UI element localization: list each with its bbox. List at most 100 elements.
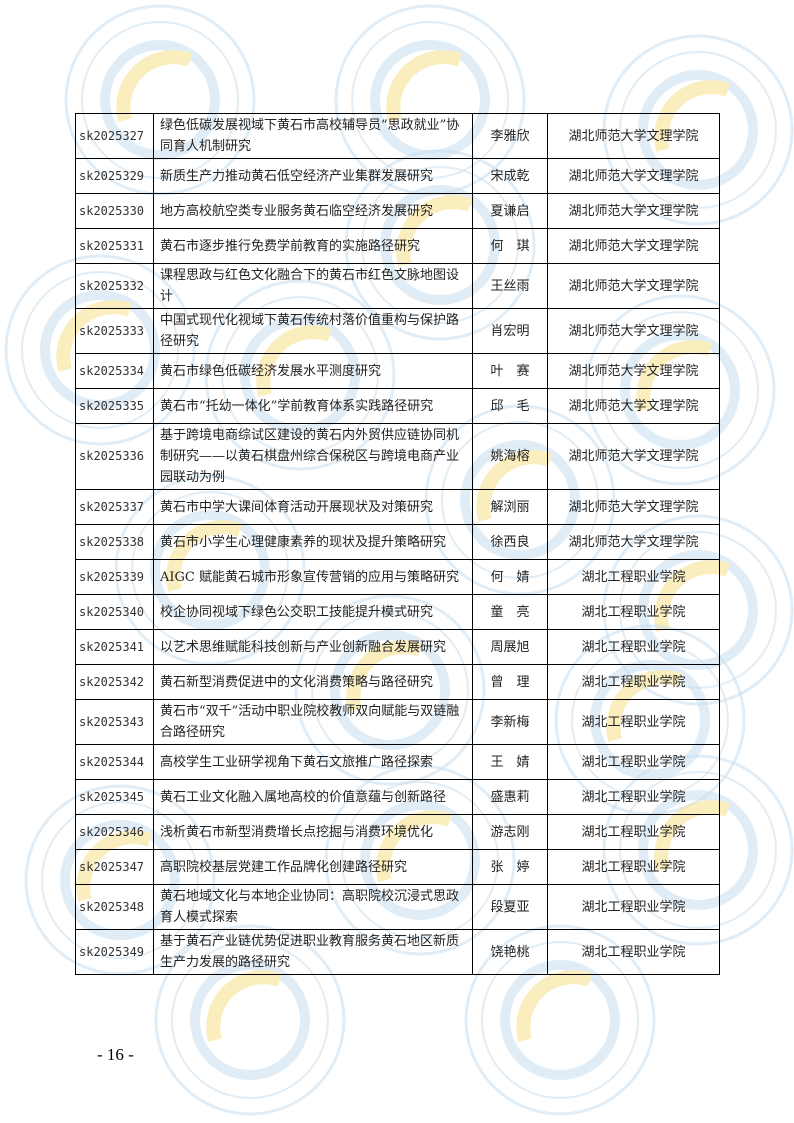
table-row: sk2025335 黄石市“托幼一体化”学前教育体系实践路径研究邱 毛湖北师范大学… [75,388,720,424]
table-row: sk2025344 高校学生工业研学视角下黄石文旅推广路径探索王 婧湖北工程职业学… [75,744,720,780]
project-title: 课程思政与红色文化融合下的黄石市红色文脉地图设计 [153,263,473,309]
institution: 湖北工程职业学院 [547,594,720,630]
project-title: 黄石市中学大课间体育活动开展现状及对策研究 [153,489,473,525]
institution: 湖北师范大学文理学院 [547,158,720,194]
table-row: sk2025329 新质生产力推动黄石低空经济产业集群发展研究 宋成乾 湖北师范大学文… [75,158,720,194]
project-leader: 何 琪 [472,228,548,264]
institution: 湖北工程职业学院 [547,929,720,975]
project-title: 黄石工业文化融入属地高校的价值意蕴与创新路径 [153,779,473,815]
institution: 湖北工程职业学院 [547,699,720,745]
project-leader: 周展旭 [472,629,548,665]
project-code: sk2025349 [75,929,154,975]
project-code: sk2025327 [75,113,154,159]
institution: 湖北师范大学文理学院 [547,263,720,309]
project-code: sk2025348 [75,884,154,930]
table-row: sk2025342 黄石新型消费促进中的文化消费策略与路径研究曾 理湖北工程职业学… [75,664,720,700]
institution: 湖北工程职业学院 [547,884,720,930]
institution: 湖北工程职业学院 [547,559,720,595]
project-code: sk2025332 [75,263,154,309]
project-leader: 张 婷 [472,849,548,885]
institution: 湖北师范大学文理学院 [547,524,720,560]
project-title: 浅析黄石市新型消费增长点挖掘与消费环境优化 [153,814,473,850]
project-title: 黄石新型消费促进中的文化消费策略与路径研究 [153,664,473,700]
institution: 湖北师范大学文理学院 [547,113,720,159]
project-leader: 何 婧 [472,559,548,595]
institution: 湖北师范大学文理学院 [547,308,720,354]
table-row: sk2025340 校企协同视域下绿色公交职工技能提升模式研究童 亮湖北工程职业学… [75,594,720,630]
project-leader: 段夏亚 [472,884,548,930]
project-code: sk2025337 [75,489,154,525]
project-leader: 叶 赛 [472,353,548,389]
table-row: sk2025327 绿色低碳发展视域下黄石市高校辅导员“思政就业”协同育人机制研究… [75,113,720,159]
project-code: sk2025345 [75,779,154,815]
project-code: sk2025333 [75,308,154,354]
page-number: - 16 - [97,1045,134,1064]
project-leader: 李新梅 [472,699,548,745]
project-title: 高职院校基层党建工作品牌化创建路径研究 [153,849,473,885]
table-row: sk2025346 浅析黄石市新型消费增长点挖掘与消费环境优化 游志刚 湖北工程职业学… [75,814,720,850]
table-row: sk2025337 黄石市中学大课间体育活动开展现状及对策研究 解浏丽 湖北师范大学文… [75,489,720,525]
institution: 湖北师范大学文理学院 [547,388,720,424]
project-title: 基于黄石产业链优势促进职业教育服务黄石地区新质生产力发展的路径研究 [153,929,473,975]
project-title: 以艺术思维赋能科技创新与产业创新融合发展研究 [153,629,473,665]
project-title: 新质生产力推动黄石低空经济产业集群发展研究 [153,158,473,194]
project-title: 黄石市逐步推行免费学前教育的实施路径研究 [153,228,473,264]
project-code: sk2025339 [75,559,154,595]
project-leader: 游志刚 [472,814,548,850]
project-code: sk2025334 [75,353,154,389]
institution: 湖北师范大学文理学院 [547,193,720,229]
project-title: 黄石市绿色低碳经济发展水平测度研究 [153,353,473,389]
project-code: sk2025340 [75,594,154,630]
table-row: sk2025331 黄石市逐步推行免费学前教育的实施路径研究何 琪湖北师范大学文理… [75,228,720,264]
project-leader: 宋成乾 [472,158,548,194]
project-title: 黄石地域文化与本地企业协同：高职院校沉浸式思政育人模式探索 [153,884,473,930]
project-code: sk2025342 [75,664,154,700]
project-leader: 徐西良 [472,524,548,560]
institution: 湖北师范大学文理学院 [547,228,720,264]
project-title: 高校学生工业研学视角下黄石文旅推广路径探索 [153,744,473,780]
table-row: sk2025348 黄石地域文化与本地企业协同：高职院校沉浸式思政育人模式探索 段夏… [75,884,720,930]
project-leader: 邱 毛 [472,388,548,424]
project-title: 地方高校航空类专业服务黄石临空经济发展研究 [153,193,473,229]
table-row: sk2025349 基于黄石产业链优势促进职业教育服务黄石地区新质生产力发展的路径… [75,929,720,975]
project-code: sk2025335 [75,388,154,424]
table-row: sk2025341 以艺术思维赋能科技创新与产业创新融合发展研究 周展旭 湖北工程职业… [75,629,720,665]
institution: 湖北师范大学文理学院 [547,353,720,389]
institution: 湖北工程职业学院 [547,779,720,815]
project-leader: 姚海榕 [472,423,548,490]
institution: 湖北工程职业学院 [547,744,720,780]
project-title: 中国式现代化视域下黄石传统村落价值重构与保护路径研究 [153,308,473,354]
table-row: sk2025330 地方高校航空类专业服务黄石临空经济发展研究 夏谦启 湖北师范大学文… [75,193,720,229]
institution: 湖北师范大学文理学院 [547,423,720,490]
table-row: sk2025334 黄石市绿色低碳经济发展水平测度研究叶 赛湖北师范大学文理学院 [75,353,720,389]
project-leader: 解浏丽 [472,489,548,525]
project-title: 黄石市小学生心理健康素养的现状及提升策略研究 [153,524,473,560]
table-row: sk2025332 课程思政与红色文化融合下的黄石市红色文脉地图设计 王丝雨 湖北师范… [75,263,720,309]
project-leader: 夏谦启 [472,193,548,229]
institution: 湖北师范大学文理学院 [547,489,720,525]
project-title: 基于跨境电商综试区建设的黄石内外贸供应链协同机制研究——以黄石棋盘州综合保税区与… [153,423,473,490]
project-table: sk2025327 绿色低碳发展视域下黄石市高校辅导员“思政就业”协同育人机制研究… [75,113,720,975]
project-title: 绿色低碳发展视域下黄石市高校辅导员“思政就业”协同育人机制研究 [153,113,473,159]
project-code: sk2025341 [75,629,154,665]
table-row: sk2025343 黄石市“双千”活动中职业院校教师双向赋能与双链融合路径研究 李新… [75,699,720,745]
project-leader: 饶艳桃 [472,929,548,975]
institution: 湖北工程职业学院 [547,629,720,665]
project-code: sk2025329 [75,158,154,194]
institution: 湖北工程职业学院 [547,814,720,850]
project-title: AIGC 赋能黄石城市形象宣传营销的应用与策略研究 [153,559,473,595]
project-code: sk2025344 [75,744,154,780]
project-title: 黄石市“托幼一体化”学前教育体系实践路径研究 [153,388,473,424]
table-row: sk2025347 高职院校基层党建工作品牌化创建路径研究张 婷湖北工程职业学院 [75,849,720,885]
project-leader: 肖宏明 [472,308,548,354]
project-code: sk2025338 [75,524,154,560]
project-code: sk2025330 [75,193,154,229]
project-title: 黄石市“双千”活动中职业院校教师双向赋能与双链融合路径研究 [153,699,473,745]
institution: 湖北工程职业学院 [547,849,720,885]
project-code: sk2025347 [75,849,154,885]
table-row: sk2025339 AIGC 赋能黄石城市形象宣传营销的应用与策略研究何 婧湖北工… [75,559,720,595]
table-row: sk2025338 黄石市小学生心理健康素养的现状及提升策略研究 徐西良 湖北师范大学… [75,524,720,560]
table-row: sk2025345 黄石工业文化融入属地高校的价值意蕴与创新路径 盛惠莉 湖北工程职业… [75,779,720,815]
table-row: sk2025336 基于跨境电商综试区建设的黄石内外贸供应链协同机制研究——以黄石… [75,423,720,490]
project-leader: 王 婧 [472,744,548,780]
